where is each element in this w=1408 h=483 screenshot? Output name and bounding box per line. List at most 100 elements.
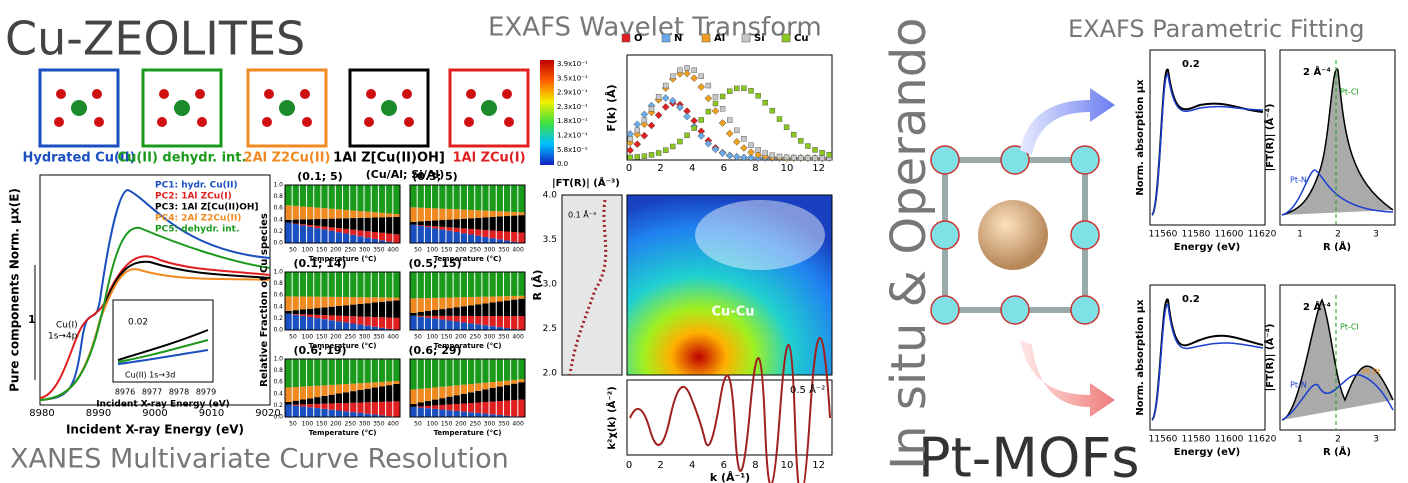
bar-segment: [425, 318, 431, 330]
tick-label: 350: [498, 421, 510, 428]
tick-label: 8978: [169, 388, 189, 397]
point: [698, 132, 705, 139]
bar-segment: [461, 385, 467, 394]
tick-label: 2.3x10⁻¹: [557, 103, 588, 111]
point: [655, 112, 662, 119]
bar-segment: [439, 320, 445, 330]
bar-segment: [379, 382, 385, 386]
bar-segment: [336, 359, 342, 384]
bar-segment: [461, 210, 467, 219]
bar-segment: [439, 359, 445, 387]
bar-segment: [504, 359, 510, 381]
species-label: Cu(II) dehydr. int.: [118, 151, 247, 166]
bar-segment: [411, 225, 417, 243]
bar-segment: [336, 297, 342, 306]
tick-label: 4: [689, 460, 695, 471]
bar-segment: [446, 359, 452, 386]
bar-segment: [490, 359, 496, 382]
bar-segment: [497, 231, 503, 239]
bar-segment: [432, 400, 438, 406]
tick-label: 100: [302, 334, 314, 341]
point: [777, 154, 782, 159]
bar-segment: [343, 229, 349, 234]
bar-segment: [293, 314, 299, 315]
bar-segment: [379, 317, 385, 328]
bar-segment: [418, 226, 424, 243]
bar-segment: [475, 185, 481, 210]
bar-segment: [293, 405, 299, 406]
bar-segment: [357, 359, 363, 383]
bar-segment: [497, 216, 503, 231]
bar-segment: [461, 412, 467, 417]
atom: [502, 89, 512, 99]
bar-segment: [454, 359, 460, 385]
bar-segment: [307, 315, 313, 317]
point: [684, 70, 691, 77]
bar-segment: [393, 272, 399, 298]
tick-label: 9010: [199, 408, 224, 419]
tick-label: 8979: [196, 388, 216, 397]
bar-segment: [321, 219, 327, 227]
tick-label: 250: [344, 247, 356, 254]
bar-segment: [518, 316, 524, 330]
bar-segment: [425, 388, 431, 401]
legend-marker: [742, 34, 750, 42]
point: [740, 144, 747, 151]
tick-label: 100: [427, 334, 439, 341]
bar-segment: [336, 232, 342, 243]
bar-segment: [518, 233, 524, 243]
bar-segment: [511, 212, 517, 216]
bar-segment: [518, 272, 524, 296]
bar-segment: [365, 317, 371, 326]
bar-segment: [439, 410, 445, 417]
bar-segment: [432, 359, 438, 387]
bar-segment: [490, 211, 496, 217]
legend-entry: Al: [714, 33, 725, 44]
bar-segment: [379, 185, 385, 213]
bar-segment: [490, 382, 496, 388]
tick-label: 250: [469, 334, 481, 341]
bar-segment: [293, 310, 299, 314]
tick-label: 300: [359, 247, 371, 254]
bar-segment: [446, 316, 452, 321]
atom: [364, 117, 374, 127]
point: [635, 154, 640, 159]
annotation: 0.2: [1182, 59, 1200, 70]
bar-segment: [300, 400, 306, 405]
tick-label: 300: [484, 421, 496, 428]
tick-label: 3: [1373, 230, 1379, 240]
bar-segment: [357, 383, 363, 390]
bar-segment: [393, 234, 399, 243]
tick-label: 4.0: [543, 191, 558, 201]
bar-segment: [504, 232, 510, 241]
axis-label: Incident X-ray Energy (eV): [66, 423, 244, 437]
bar-segment: [497, 316, 503, 327]
bar-segment: [365, 359, 371, 383]
bar-segment: [497, 185, 503, 211]
tick-label: 2.5: [543, 324, 557, 334]
panel-title: (0.6; 29): [408, 344, 461, 357]
tick-label: 0.8: [273, 367, 283, 374]
bar-segment: [504, 212, 510, 216]
legend-marker: [662, 34, 670, 42]
annotation: 0.5 Å⁻²: [790, 383, 825, 396]
bar-segment: [411, 404, 417, 407]
bar-segment: [490, 185, 496, 211]
bar-segment: [393, 214, 399, 217]
bar-segment: [357, 230, 363, 236]
bar-segment: [425, 227, 431, 243]
bar-segment: [511, 384, 517, 400]
bar-segment: [425, 185, 431, 208]
bar-segment: [365, 238, 371, 243]
bar-segment: [482, 414, 488, 417]
tick-label: 0.8: [273, 193, 283, 200]
bar-segment: [372, 388, 378, 403]
point: [727, 89, 732, 94]
bar-segment: [386, 381, 392, 385]
point: [805, 155, 810, 160]
point: [656, 94, 661, 99]
bar-segment: [446, 272, 452, 298]
tick-label: 2: [657, 460, 663, 471]
point: [670, 74, 675, 79]
bar-segment: [418, 225, 424, 226]
